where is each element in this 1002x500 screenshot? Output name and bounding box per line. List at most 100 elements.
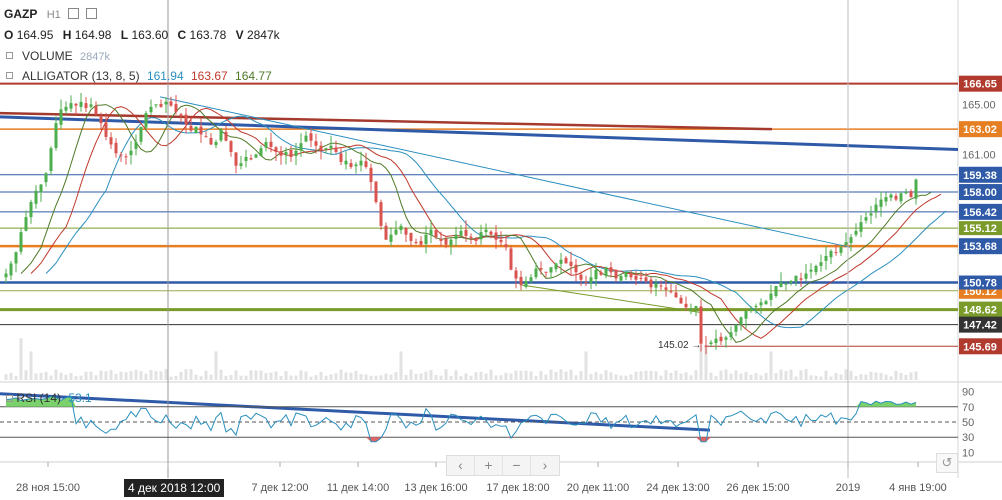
volume-bar	[24, 370, 28, 380]
alligator-toggle-icon[interactable]	[6, 72, 13, 79]
price-tag-label: 155.12	[963, 223, 997, 235]
rsi-toggle-icon[interactable]	[6, 395, 13, 402]
volume-bar	[244, 375, 248, 380]
alligator-teeth-line	[30, 106, 942, 339]
volume-bar	[214, 351, 218, 380]
symbol-row: GAZP H1	[4, 6, 98, 23]
candle-body	[354, 164, 358, 167]
volume-bar	[854, 375, 858, 380]
volume-bar	[54, 369, 58, 380]
volume-bar	[184, 369, 188, 380]
descending-trendline	[159, 96, 851, 248]
volume-bar	[849, 370, 853, 380]
candle-body	[789, 281, 793, 283]
candle-body	[464, 229, 468, 236]
candle-body	[749, 308, 753, 311]
volume-bar	[359, 373, 363, 380]
candle-body	[109, 137, 113, 145]
candle-body	[719, 336, 723, 342]
candle-body	[624, 272, 628, 277]
volume-toggle-icon[interactable]	[6, 52, 13, 59]
volume-bar	[329, 374, 333, 380]
rsi-oversold-fill	[706, 437, 711, 442]
volume-bar	[304, 371, 308, 380]
rsi-value: 53.1	[68, 391, 92, 405]
volume-bar	[874, 372, 878, 380]
candle-body	[384, 225, 388, 240]
volume-bar	[504, 372, 508, 380]
settings-icon[interactable]	[86, 8, 98, 19]
candle-body	[179, 114, 183, 116]
candle-body	[129, 150, 133, 156]
volume-bar	[684, 372, 688, 380]
volume-bar	[374, 375, 378, 380]
volume-bar	[604, 370, 608, 380]
ohlc-open-key: O	[4, 28, 14, 42]
candle-body	[619, 276, 623, 281]
candle-body	[314, 141, 318, 146]
volume-bar	[459, 376, 463, 380]
candle-body	[834, 251, 838, 253]
eye-icon[interactable]	[68, 8, 80, 19]
candle-body	[189, 125, 193, 131]
candle-body	[554, 263, 558, 270]
candle-body	[729, 332, 733, 338]
candle-body	[889, 194, 893, 198]
candle-body	[909, 191, 913, 198]
candle-body	[469, 236, 473, 239]
volume-bar	[634, 371, 638, 380]
volume-bar	[384, 373, 388, 380]
candle-body	[779, 282, 783, 288]
volume-bar	[749, 374, 753, 380]
volume-bar	[744, 371, 748, 380]
volume-bar	[284, 371, 288, 380]
scroll-left-button[interactable]: ‹	[447, 456, 475, 475]
candle-body	[29, 202, 33, 218]
candle-body	[419, 241, 423, 245]
candle-body	[649, 279, 653, 288]
resistance-trendline	[0, 111, 773, 131]
zoom-out-button[interactable]: −	[503, 456, 531, 475]
candle-body	[669, 291, 673, 293]
volume-bar	[19, 338, 23, 380]
volume-bar	[719, 370, 723, 380]
volume-bar	[554, 371, 558, 380]
volume-bar	[199, 376, 203, 380]
volume-bar	[104, 371, 108, 380]
ohlc-volume-key: V	[235, 28, 244, 42]
volume-bar	[224, 375, 228, 380]
volume-bar	[439, 375, 443, 380]
volume-bar	[499, 375, 503, 380]
volume-bar	[179, 371, 183, 380]
symbol-name: GAZP	[4, 7, 38, 21]
volume-bar	[794, 376, 798, 380]
candle-body	[859, 222, 863, 232]
volume-bar	[34, 373, 38, 380]
reset-icon[interactable]: ↺	[936, 453, 958, 473]
rsi-label: RSI (14)	[16, 391, 62, 405]
rsi-axis-tick: 30	[962, 432, 974, 444]
rsi-overbought-fill	[46, 396, 51, 407]
candle-body	[824, 255, 828, 261]
volume-bar	[294, 375, 298, 380]
candle-body	[59, 109, 63, 125]
candle-body	[399, 225, 403, 231]
price-axis: 166.65 163.02 159.38 158.00 156.42 153.68 150.…	[959, 75, 1002, 355]
candle-body	[364, 161, 368, 167]
candles	[4, 92, 918, 355]
candle-body	[884, 197, 888, 202]
candle-body	[44, 173, 48, 183]
candle-body	[284, 151, 288, 155]
rsi-overbought-fill	[26, 398, 31, 407]
zoom-in-button[interactable]: +	[475, 456, 503, 475]
candle-body	[499, 239, 503, 243]
volume-bar	[314, 375, 318, 380]
scroll-right-button[interactable]: ›	[542, 457, 548, 473]
candle-body	[744, 311, 748, 319]
volume-bar	[519, 370, 523, 380]
candle-body	[574, 264, 578, 273]
volume-bar	[274, 371, 278, 380]
candle-body	[389, 234, 393, 242]
candle-body	[304, 135, 308, 142]
